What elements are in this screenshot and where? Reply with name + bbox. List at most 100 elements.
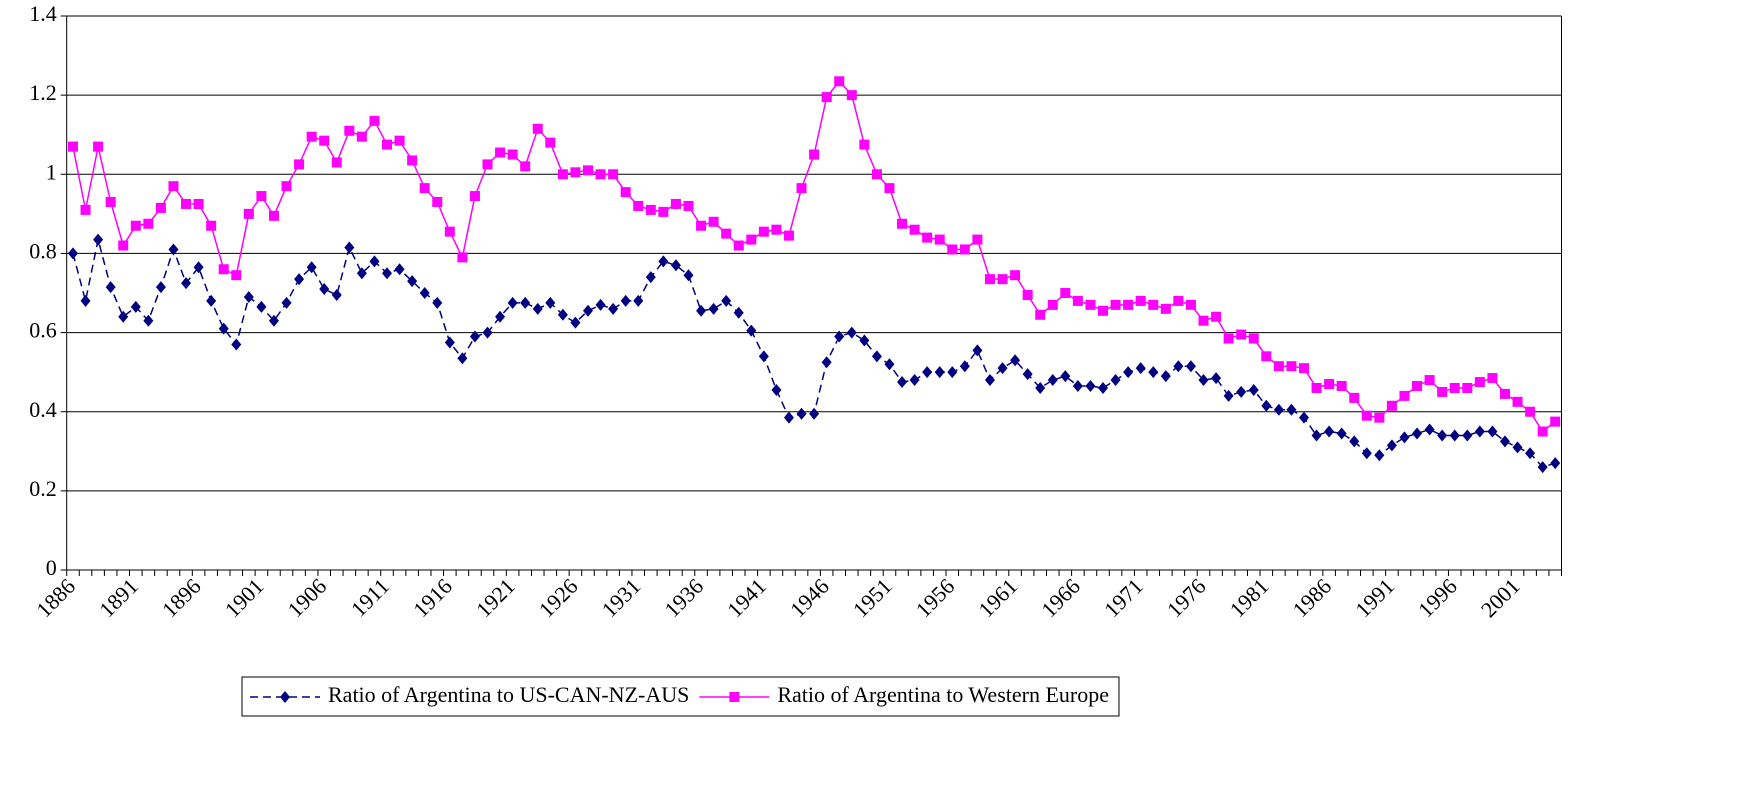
point (1462, 382, 1473, 393)
point (118, 240, 129, 251)
point (1487, 373, 1498, 384)
point (670, 198, 681, 209)
legend-label: Ratio of Argentina to US-CAN-NZ-AUS (328, 682, 689, 707)
legend-box (241, 676, 1120, 717)
point (507, 149, 518, 160)
point (758, 350, 769, 363)
point (696, 304, 707, 317)
point (620, 187, 631, 198)
point (1437, 429, 1448, 442)
point (1361, 410, 1372, 421)
point (1173, 360, 1184, 373)
point (1399, 390, 1410, 401)
point (859, 334, 870, 347)
point (947, 244, 958, 255)
point (168, 243, 179, 256)
point (419, 183, 430, 194)
point (834, 330, 845, 343)
point (922, 232, 933, 243)
point (344, 125, 355, 136)
point (256, 191, 267, 202)
point (997, 362, 1008, 375)
point (520, 296, 531, 309)
point (997, 274, 1008, 285)
point (382, 267, 393, 280)
point (1324, 425, 1335, 438)
point (1098, 305, 1109, 316)
point (821, 92, 832, 103)
point (507, 296, 518, 309)
point (721, 294, 732, 307)
x-tick-label: 1906 (283, 573, 332, 622)
point (1487, 425, 1498, 438)
y-tick-label: 0.6 (29, 318, 57, 343)
point (407, 275, 418, 288)
point (934, 234, 945, 245)
point (1374, 412, 1385, 423)
point (1298, 363, 1309, 374)
point (532, 123, 543, 134)
point (1236, 329, 1247, 340)
point (155, 281, 166, 294)
point (1499, 388, 1510, 399)
point (1311, 429, 1322, 442)
point (93, 233, 104, 246)
point (595, 169, 606, 180)
point (1374, 449, 1385, 462)
legend-label: Ratio of Argentina to Western Europe (777, 682, 1109, 707)
x-tick-label: 1931 (597, 573, 646, 622)
point (683, 269, 694, 282)
point (1135, 362, 1146, 375)
point (231, 270, 242, 281)
point (319, 135, 330, 146)
series-line (72, 239, 1556, 468)
point (620, 294, 631, 307)
point (570, 316, 581, 329)
point (294, 159, 305, 170)
point (130, 220, 141, 231)
point (1550, 457, 1561, 470)
point (1499, 435, 1510, 448)
point (909, 224, 920, 235)
point (1185, 299, 1196, 310)
point (545, 137, 556, 148)
point (1022, 289, 1033, 300)
point (1198, 315, 1209, 326)
point (1273, 403, 1284, 416)
point (1123, 299, 1134, 310)
point (457, 252, 468, 263)
point (683, 200, 694, 211)
point (1386, 400, 1397, 411)
point (482, 326, 493, 339)
point (444, 226, 455, 237)
x-tick-label: 1921 (471, 573, 520, 622)
point (1211, 372, 1222, 385)
point (206, 294, 217, 307)
point (319, 283, 330, 296)
point (369, 115, 380, 126)
point (1123, 366, 1134, 379)
point (746, 324, 757, 337)
point (633, 200, 644, 211)
point (846, 326, 857, 339)
point (67, 141, 78, 152)
point (557, 169, 568, 180)
point (1148, 299, 1159, 310)
point (1336, 427, 1347, 440)
point (1035, 309, 1046, 320)
point (1449, 429, 1460, 442)
point (143, 314, 154, 327)
point (407, 155, 418, 166)
point (771, 224, 782, 235)
point (1474, 377, 1485, 388)
point (1010, 270, 1021, 281)
point (1010, 354, 1021, 367)
point (1047, 299, 1058, 310)
point (181, 277, 192, 290)
point (708, 302, 719, 315)
point (382, 139, 393, 150)
point (469, 330, 480, 343)
point (783, 230, 794, 241)
point (871, 350, 882, 363)
point (155, 202, 166, 213)
